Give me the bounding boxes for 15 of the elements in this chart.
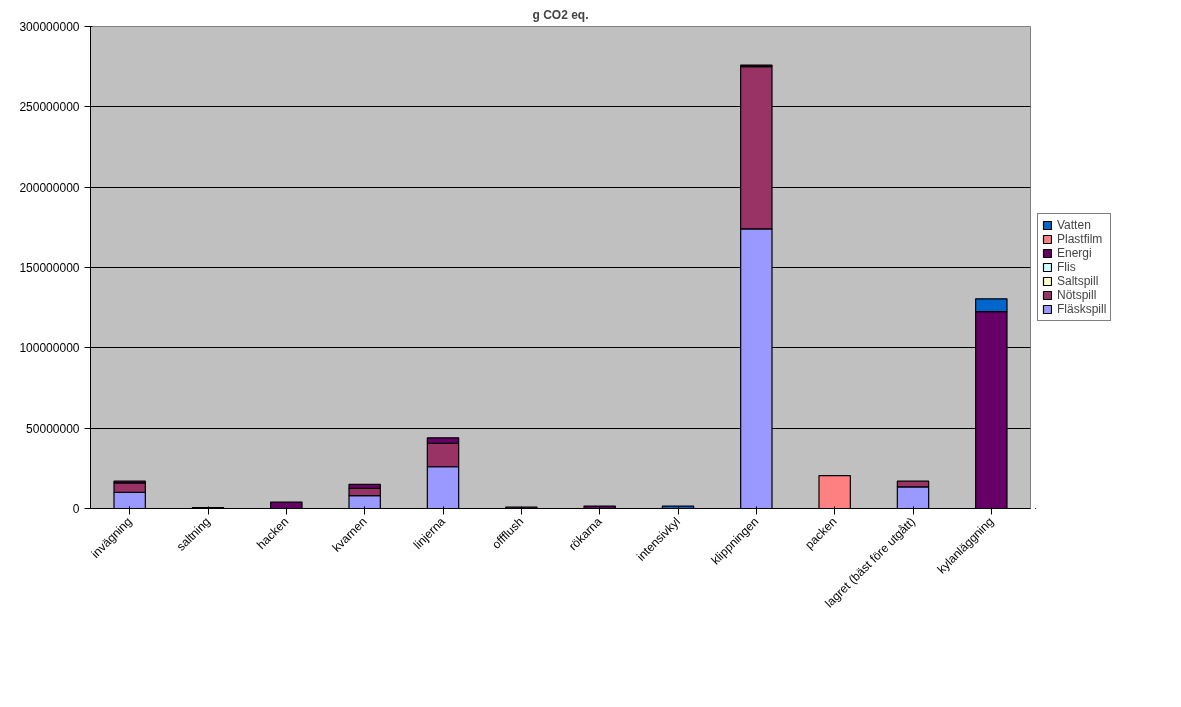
chart-title: g CO2 eq. (532, 7, 589, 22)
y-tick-label: 100000000 (19, 341, 80, 356)
y-tick-label: 200000000 (19, 180, 80, 195)
y-tick-label: 300000000 (19, 20, 80, 34)
y-tick-label: 150000000 (19, 261, 80, 275)
legend-label: Fläskspill (1057, 302, 1107, 316)
legend-label: Flis (1057, 260, 1077, 274)
legend-label: Nötspill (1057, 288, 1097, 302)
legend-label: Saltspill (1057, 274, 1099, 288)
y-tick-label: 50000000 (26, 421, 80, 436)
y-tick-label: 0 (72, 502, 80, 516)
legend-label: Energi (1057, 246, 1092, 260)
legend-label: Plastfilm (1057, 232, 1103, 246)
legend-label: Vatten (1057, 218, 1091, 232)
y-tick-label: 250000000 (19, 100, 80, 115)
